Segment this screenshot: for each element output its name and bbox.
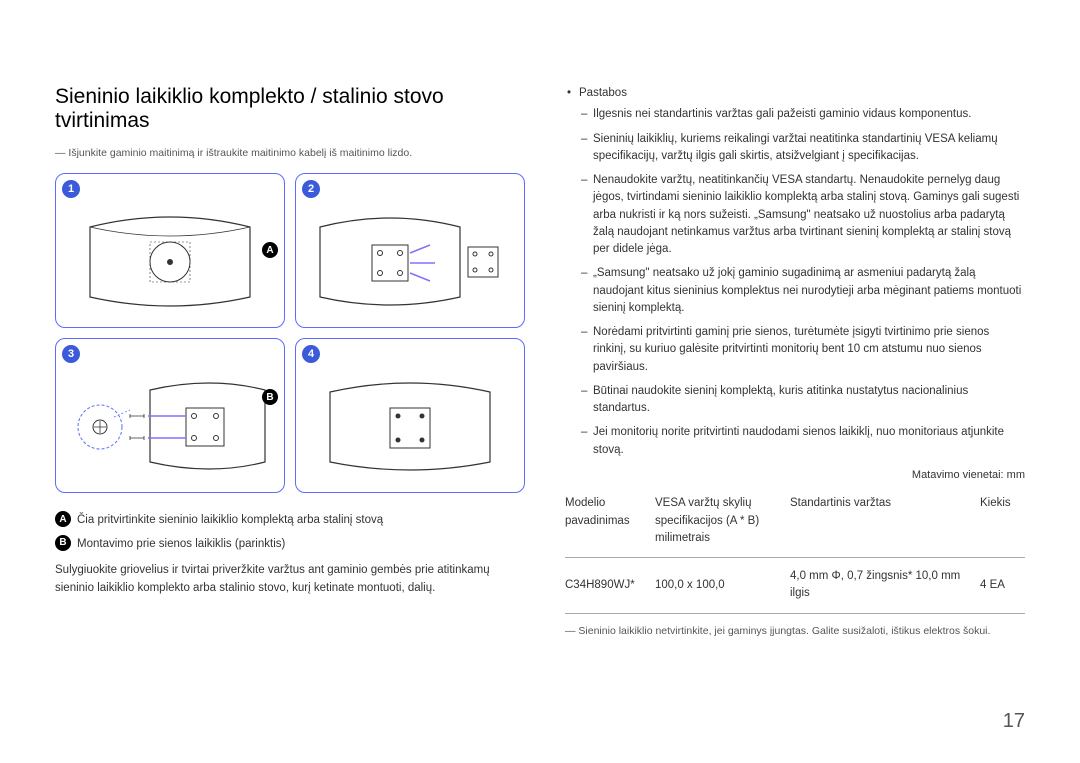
legend-a-icon: A (55, 511, 71, 527)
note-item: Nenaudokite varžtų, neatitinkančių VESA … (579, 172, 1025, 258)
td-vesa: 100,0 x 100,0 (655, 558, 790, 614)
legend-row-a: A Čia pritvirtinkite sieninio laikiklio … (55, 511, 525, 531)
units-note: Matavimo vienetai: mm (565, 467, 1025, 484)
note-item: „Samsung" neatsako už jokį gaminio sugad… (579, 265, 1025, 317)
note-item: Būtinai naudokite sieninį komplektą, kur… (579, 383, 1025, 418)
th-qty: Kiekis (980, 489, 1025, 557)
th-model: Modelio pavadinimas (565, 489, 655, 557)
td-qty: 4 EA (980, 558, 1025, 614)
diagram-1: 1 A (55, 173, 285, 328)
td-model: C34H890WJ* (565, 558, 655, 614)
warning-footnote: Sieninio laikiklio netvirtinkite, jei ga… (565, 624, 1025, 640)
legend-b-icon: B (55, 535, 71, 551)
label-b-marker: B (262, 389, 278, 405)
monitor-screws-svg (70, 362, 270, 482)
diagram-number: 4 (302, 345, 320, 363)
page-number: 17 (1003, 710, 1025, 733)
notes-bullet: Pastabos Ilgesnis nei standartinis varžt… (565, 85, 1025, 459)
diagram-number: 1 (62, 180, 80, 198)
page-title: Sieninio laikiklio komplekto / stalinio … (55, 85, 525, 133)
legend-b-text: Montavimo prie sienos laikiklis (parinkt… (77, 535, 525, 555)
table-row: C34H890WJ* 100,0 x 100,0 4,0 mm Φ, 0,7 ž… (565, 558, 1025, 614)
diagram-number: 2 (302, 180, 320, 198)
left-column: Sieninio laikiklio komplekto / stalinio … (55, 85, 525, 639)
th-vesa: VESA varžtų skylių specifikacijos (A * B… (655, 489, 790, 557)
spec-table: Modelio pavadinimas VESA varžtų skylių s… (565, 489, 1025, 613)
diagram-3: 3 B (55, 338, 285, 493)
legend-a-text: Čia pritvirtinkite sieninio laikiklio ko… (77, 511, 525, 531)
right-column: Pastabos Ilgesnis nei standartinis varžt… (565, 85, 1025, 639)
legend-row-b: B Montavimo prie sienos laikiklis (parin… (55, 535, 525, 555)
note-item: Sieninių laikiklių, kuriems reikalingi v… (579, 131, 1025, 166)
legend: A Čia pritvirtinkite sieninio laikiklio … (55, 511, 525, 554)
monitor-back-svg (80, 197, 260, 317)
label-a-marker: A (262, 242, 278, 258)
diagram-number: 3 (62, 345, 80, 363)
monitor-bracket-svg (310, 197, 510, 317)
notes-label: Pastabos (579, 87, 627, 99)
diagram-4: 4 (295, 338, 525, 493)
notes-sublist: Ilgesnis nei standartinis varžtas gali p… (579, 106, 1025, 459)
monitor-mounted-svg (320, 362, 500, 482)
th-screw: Standartinis varžtas (790, 489, 980, 557)
note-item: Jei monitorių norite pritvirtinti naudod… (579, 424, 1025, 459)
power-off-note: Išjunkite gaminio maitinimą ir ištraukit… (55, 147, 525, 159)
diagram-2: 2 (295, 173, 525, 328)
diagram-grid: 1 A 2 (55, 173, 525, 493)
td-screw: 4,0 mm Φ, 0,7 žingsnis* 10,0 mm ilgis (790, 558, 980, 614)
note-item: Norėdami pritvirtinti gaminį prie sienos… (579, 324, 1025, 376)
align-paragraph: Sulygiuokite griovelius ir tvirtai prive… (55, 562, 525, 598)
note-item: Ilgesnis nei standartinis varžtas gali p… (579, 106, 1025, 123)
